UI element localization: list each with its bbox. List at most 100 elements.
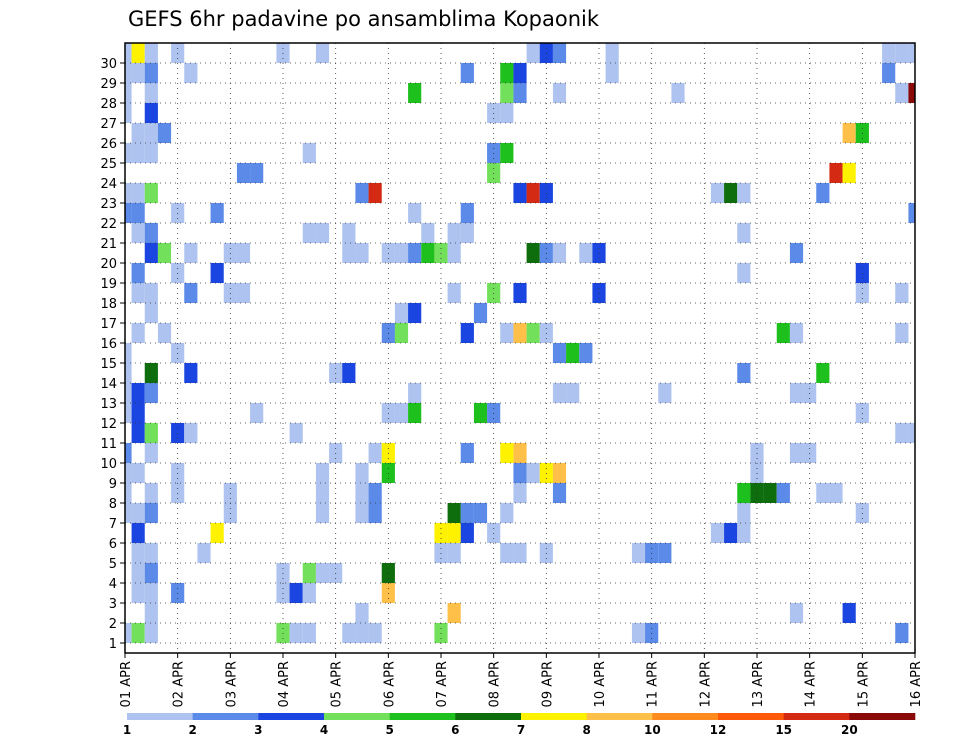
- legend-label: 10: [644, 723, 661, 737]
- heatmap-cell: [131, 183, 145, 203]
- heatmap-cell: [131, 203, 145, 223]
- heatmap-cell: [460, 63, 474, 83]
- heatmap-cell: [131, 123, 145, 143]
- x-axis-ticks: 01 APR 02 APR 03 APR 04 APR 05 APR 06 APR 07 A…: [119, 653, 924, 707]
- y-tick-label: 2: [109, 617, 117, 632]
- heatmap-cell: [125, 463, 132, 483]
- heatmap-cell: [144, 483, 158, 503]
- legend-swatch: [324, 713, 390, 720]
- heatmap-cell: [144, 423, 158, 443]
- x-tick-label: 04 APR: [277, 661, 292, 707]
- heatmap-cell: [789, 603, 804, 623]
- heatmap-cell: [842, 603, 856, 623]
- heatmap-cell: [895, 83, 909, 103]
- heatmap-cell: [776, 483, 790, 503]
- heatmap-cell: [131, 283, 145, 303]
- y-tick-label: 19: [100, 277, 117, 292]
- heatmap-cell: [144, 43, 158, 63]
- heatmap-cell: [737, 263, 751, 283]
- heatmap-cell: [658, 543, 672, 563]
- heatmap-cell: [460, 223, 474, 243]
- heatmap-cell: [460, 523, 474, 543]
- heatmap-cell: [552, 83, 567, 103]
- heatmap-cell: [566, 343, 580, 363]
- heatmap-cell: [125, 83, 132, 103]
- heatmap-cell: [368, 623, 382, 643]
- heatmap-cell: [315, 483, 330, 503]
- heatmap-cell: [125, 43, 132, 63]
- x-tick-label: 13 APR: [751, 661, 766, 707]
- heatmap-cell: [842, 123, 856, 143]
- heatmap-cell: [144, 63, 158, 83]
- y-tick-label: 10: [100, 457, 117, 472]
- y-tick-label: 14: [100, 377, 117, 392]
- heatmap-cell: [500, 503, 514, 523]
- heatmap-cell: [710, 183, 725, 203]
- legend-label: 20: [841, 723, 858, 737]
- heatmap-cell: [552, 243, 567, 263]
- y-tick-label: 4: [109, 577, 117, 592]
- heatmap-cell: [355, 623, 369, 643]
- heatmap-cell: [513, 63, 527, 83]
- heatmap-cell: [408, 303, 422, 323]
- heatmap-cell: [447, 543, 461, 563]
- heatmap-cell: [250, 403, 264, 423]
- heatmap-cell: [125, 443, 132, 463]
- heatmap-cell: [144, 383, 158, 403]
- x-tick-label: 07 APR: [435, 661, 450, 707]
- heatmap-cell: [895, 283, 909, 303]
- heatmap-cell: [447, 603, 461, 623]
- heatmap-cell: [473, 303, 488, 323]
- heatmap-cell: [144, 563, 158, 583]
- heatmap-cell: [125, 183, 132, 203]
- heatmap-cell: [605, 63, 619, 83]
- heatmap-cell: [408, 403, 422, 423]
- heatmap-cell: [144, 443, 158, 463]
- heatmap-cell: [513, 543, 527, 563]
- heatmap-cell: [184, 243, 198, 263]
- heatmap-cell: [342, 223, 356, 243]
- legend-label: 15: [775, 723, 792, 737]
- heatmap-cell: [829, 163, 843, 183]
- y-tick-label: 23: [100, 197, 117, 212]
- heatmap-cell: [460, 443, 474, 463]
- heatmap-cell: [368, 483, 382, 503]
- heatmap-cell: [737, 363, 751, 383]
- heatmap-cell: [131, 423, 145, 443]
- heatmap-cell: [566, 383, 580, 403]
- color-legend: 1 2 3 4 5 6 7 8 10 12 15 20: [123, 713, 916, 737]
- x-tick-label: 12 APR: [698, 661, 713, 707]
- heatmap-cell: [421, 223, 435, 243]
- heatmap-cell: [671, 83, 685, 103]
- heatmap-cell: [447, 523, 461, 543]
- heatmap-cell: [816, 363, 830, 383]
- heatmap-cell: [315, 563, 330, 583]
- heatmap-cell: [125, 203, 132, 223]
- y-tick-label: 12: [100, 417, 117, 432]
- heatmap-cell: [526, 463, 540, 483]
- heatmap-cell: [236, 163, 251, 183]
- heatmap-cell: [144, 123, 158, 143]
- heatmap-cell: [776, 323, 790, 343]
- y-tick-label: 16: [100, 337, 117, 352]
- heatmap-cell: [131, 383, 145, 403]
- y-tick-label: 9: [109, 477, 117, 492]
- heatmap-cell: [144, 303, 158, 323]
- plot-frame: [124, 42, 916, 654]
- y-tick-label: 30: [100, 57, 117, 72]
- legend-label: 6: [451, 723, 459, 737]
- heatmap-cell: [131, 543, 145, 563]
- y-tick-label: 18: [100, 297, 117, 312]
- heatmap-cell: [131, 63, 145, 83]
- heatmap-cell: [513, 183, 527, 203]
- heatmap-cell: [368, 183, 382, 203]
- heatmap-cell: [631, 623, 646, 643]
- heatmap-cell: [408, 243, 422, 263]
- heatmap-cell: [394, 243, 409, 263]
- x-tick-label: 05 APR: [330, 661, 345, 707]
- y-tick-label: 11: [100, 437, 117, 452]
- heatmap-cell: [882, 63, 896, 83]
- heatmap-cell: [144, 583, 158, 603]
- heatmap-cell: [842, 163, 856, 183]
